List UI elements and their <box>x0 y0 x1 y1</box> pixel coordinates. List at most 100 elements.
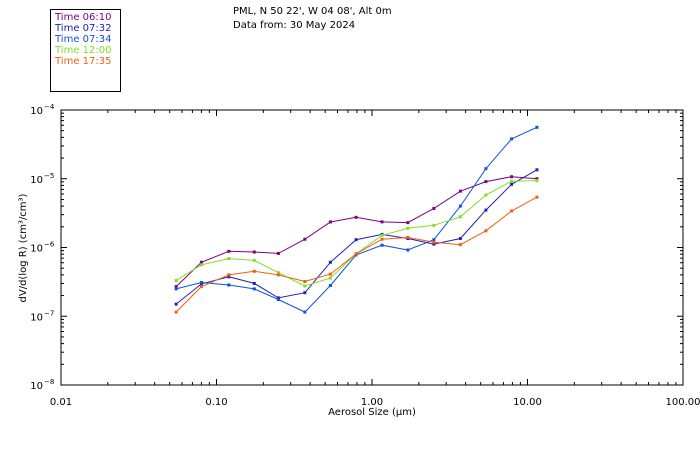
data-point <box>252 287 256 291</box>
data-point <box>510 182 514 186</box>
data-point <box>303 284 307 288</box>
data-point <box>458 215 462 219</box>
data-point <box>432 240 436 244</box>
data-point <box>354 215 358 219</box>
data-point <box>252 258 256 262</box>
data-point <box>174 310 178 314</box>
data-point <box>380 243 384 247</box>
data-point <box>276 251 280 255</box>
data-point <box>510 175 514 179</box>
data-point <box>535 179 539 183</box>
y-tick-exponent: −8 <box>44 378 54 386</box>
data-point <box>484 193 488 197</box>
x-tick-label: 1.00 <box>361 397 383 408</box>
data-point <box>252 269 256 273</box>
data-point <box>484 180 488 184</box>
legend: Time 06:10 Time 07:32 Time 07:34 Time 12:00… <box>50 9 121 92</box>
data-point <box>484 229 488 233</box>
data-point <box>328 220 332 224</box>
data-point <box>380 220 384 224</box>
data-point <box>328 276 332 280</box>
data-point <box>535 168 539 172</box>
data-point <box>252 281 256 285</box>
legend-entry: Time 12:00 <box>55 45 112 56</box>
date-header: Data from: 30 May 2024 <box>233 20 356 31</box>
series-lines <box>174 125 539 314</box>
data-point <box>354 252 358 256</box>
data-point <box>458 243 462 247</box>
data-point <box>303 291 307 295</box>
data-point <box>458 237 462 241</box>
data-point <box>227 283 231 287</box>
data-point <box>432 238 436 242</box>
data-point <box>303 237 307 241</box>
data-point <box>174 302 178 306</box>
data-point <box>252 250 256 254</box>
plot-frame <box>60 109 684 386</box>
y-tick-exponent: −7 <box>44 309 54 317</box>
data-point <box>406 248 410 252</box>
data-point <box>432 206 436 210</box>
legend-entry: Time 07:32 <box>55 23 112 34</box>
data-point <box>406 235 410 239</box>
data-point <box>406 221 410 225</box>
data-point <box>510 137 514 141</box>
data-point <box>227 249 231 253</box>
y-tick-base: 10 <box>30 175 43 186</box>
x-axis-label: Aerosol Size (μm) <box>328 407 416 418</box>
data-point <box>174 285 178 289</box>
data-point <box>380 233 384 237</box>
data-point <box>199 260 203 264</box>
data-point <box>432 242 436 246</box>
data-point <box>535 125 539 129</box>
data-point <box>432 223 436 227</box>
data-point <box>174 279 178 283</box>
data-point <box>227 273 231 277</box>
y-tick-label: 10 −7 <box>30 309 54 323</box>
location-header: PML, N 50 22', W 04 08', Alt 0m <box>233 6 392 17</box>
data-point <box>328 260 332 264</box>
data-point <box>380 237 384 241</box>
data-point <box>276 273 280 277</box>
legend-entry: Time 17:35 <box>55 56 112 67</box>
y-axis-label: dV/d(log R) (cm³/cm³) <box>18 193 29 302</box>
data-point <box>484 167 488 171</box>
y-tick-label: 10 −8 <box>30 378 54 392</box>
data-point <box>276 296 280 300</box>
y-tick-base: 10 <box>30 312 43 323</box>
y-tick-label: 10 −5 <box>30 172 54 186</box>
data-point <box>227 257 231 261</box>
legend-entry: Time 07:34 <box>55 34 112 45</box>
x-tick-label: 100.00 <box>666 397 700 408</box>
data-point <box>510 209 514 213</box>
data-point <box>227 275 231 279</box>
series-line <box>175 180 537 287</box>
data-point <box>328 284 332 288</box>
data-point <box>510 179 514 183</box>
data-point <box>174 287 178 291</box>
data-point <box>484 208 488 212</box>
y-tick-label: 10 −6 <box>30 241 55 255</box>
y-tick-base: 10 <box>30 106 43 117</box>
y-tick-exponent: −4 <box>44 103 55 111</box>
data-point <box>276 298 280 302</box>
series-line <box>175 176 537 287</box>
data-point <box>535 177 539 181</box>
legend-entry: Time 06:10 <box>55 12 112 23</box>
y-tick-exponent: −6 <box>44 241 55 249</box>
x-tick-label: 10.00 <box>513 397 542 408</box>
x-tick-label: 0.10 <box>205 397 227 408</box>
data-point <box>199 280 203 284</box>
x-tick-label: 0.01 <box>50 397 72 408</box>
data-point <box>199 285 203 289</box>
data-point <box>328 272 332 276</box>
y-tick-base: 10 <box>30 381 43 392</box>
data-point <box>406 226 410 230</box>
data-point <box>535 195 539 199</box>
y-tick-exponent: −5 <box>44 172 54 180</box>
data-point <box>199 263 203 267</box>
data-point <box>458 189 462 193</box>
data-point <box>458 204 462 208</box>
